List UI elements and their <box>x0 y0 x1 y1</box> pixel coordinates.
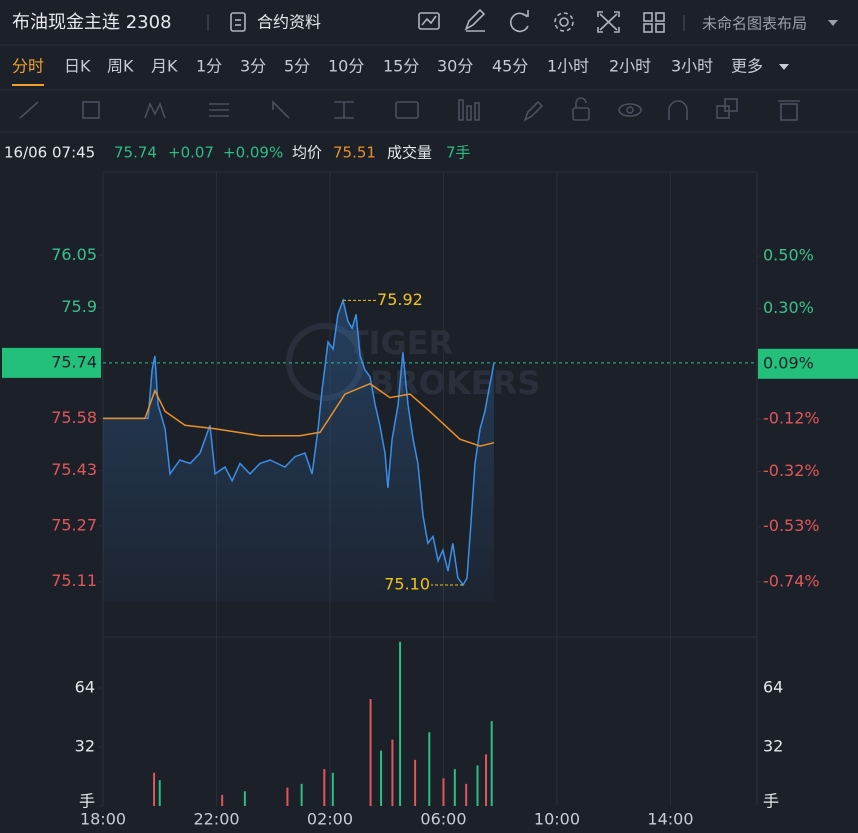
y2-tick-label: -0.74% <box>763 571 820 590</box>
tab[interactable]: 分时 <box>12 57 44 76</box>
volume-tick-label: 64 <box>75 677 95 696</box>
tab[interactable]: 30分 <box>437 57 473 76</box>
info-avg: 75.51 <box>333 144 376 162</box>
tab[interactable]: 1分 <box>196 57 222 76</box>
volume-bar <box>331 772 334 806</box>
volume-bar <box>300 783 303 806</box>
y-tick-label: 75.9 <box>61 297 97 316</box>
volume-tick-label: 手 <box>763 792 779 811</box>
volume-bar <box>380 750 383 806</box>
info-volume-label: 成交量 <box>387 144 432 162</box>
y2-tick-label: -0.53% <box>763 516 820 535</box>
tab[interactable]: 3小时 <box>671 57 713 76</box>
tab[interactable]: 更多 <box>731 57 763 76</box>
volume-bar <box>221 794 224 806</box>
tab[interactable]: 5分 <box>284 57 310 76</box>
y2-tick-label: -0.12% <box>763 408 820 427</box>
info-change: +0.07 <box>168 144 214 162</box>
info-volume: 7手 <box>446 144 471 162</box>
tab[interactable]: 3分 <box>240 57 266 76</box>
volume-bar <box>243 791 246 806</box>
volume-bar <box>153 772 156 806</box>
x-tick-label: 10:00 <box>534 810 580 829</box>
volume-bar <box>442 778 445 806</box>
volume-bar <box>158 780 161 806</box>
tab[interactable]: 周K <box>107 57 134 76</box>
title: 布油现金主连 2308 <box>12 12 172 33</box>
y-tick-label: 75.27 <box>51 515 97 534</box>
tab[interactable]: 2小时 <box>609 57 651 76</box>
settings-icon[interactable] <box>554 12 574 32</box>
volume-tick-label: 32 <box>75 736 95 755</box>
x-tick-label: 22:00 <box>193 810 239 829</box>
y-tick-label: 75.11 <box>51 571 97 590</box>
extreme-label: 75.92 <box>377 290 423 309</box>
refresh-icon[interactable] <box>509 10 529 33</box>
volume-bar <box>453 769 456 806</box>
doc-icon[interactable] <box>230 12 246 32</box>
dropdown-arrow[interactable] <box>828 20 838 26</box>
tab[interactable]: 月K <box>151 57 178 76</box>
volume-tick-label: 手 <box>79 792 95 811</box>
volume-bar <box>391 739 394 806</box>
volume-bar <box>476 765 479 806</box>
volume-bar <box>428 732 431 806</box>
info-change-pct: +0.09% <box>223 144 283 162</box>
y-tick-label: 75.58 <box>51 408 97 427</box>
watermark: TIGER <box>347 324 454 362</box>
volume-bar <box>485 754 488 806</box>
tab-underline <box>12 84 45 86</box>
more-arrow[interactable] <box>779 64 789 70</box>
extreme-label: 75.10 <box>384 574 430 593</box>
y2-tick-label: -0.32% <box>763 461 820 480</box>
avg-line <box>103 382 495 447</box>
draw-icon[interactable] <box>464 8 486 32</box>
volume-bar <box>286 787 289 806</box>
indicator-icon[interactable] <box>418 12 440 30</box>
y2-tick-label: 0.09% <box>763 353 814 372</box>
price-area <box>103 300 494 602</box>
volume-bar <box>414 759 417 806</box>
volume-bar <box>369 698 372 806</box>
layout-name[interactable]: 未命名图表布局 <box>702 15 807 33</box>
tab[interactable]: 日K <box>64 57 91 76</box>
y-tick-label: 75.43 <box>51 460 97 479</box>
tab[interactable]: 10分 <box>328 57 364 76</box>
volume-bar <box>490 721 493 806</box>
info-price: 75.74 <box>114 144 157 162</box>
y2-tick-label: 0.50% <box>763 246 814 265</box>
volume-bar <box>465 783 468 806</box>
volume-tick-label: 32 <box>763 736 783 755</box>
tab[interactable]: 15分 <box>383 57 419 76</box>
layout-icon[interactable] <box>643 12 665 33</box>
price-line <box>103 297 495 587</box>
x-tick-label: 14:00 <box>647 810 693 829</box>
x-tick-label: 06:00 <box>420 810 466 829</box>
y-tick-label: 75.74 <box>51 352 97 371</box>
tab[interactable]: 45分 <box>492 57 528 76</box>
contract-info[interactable]: 合约资料 <box>257 13 321 32</box>
volume-tick-label: 64 <box>763 677 783 696</box>
volume-bar <box>323 769 326 806</box>
tab[interactable]: 1小时 <box>547 57 589 76</box>
info-avg-label: 均价 <box>292 144 322 162</box>
y2-tick-label: 0.30% <box>763 298 814 317</box>
current-price-tag <box>2 347 101 378</box>
current-pct-tag <box>758 348 858 379</box>
volume-bar <box>399 641 402 806</box>
x-tick-label: 02:00 <box>307 810 353 829</box>
tabs: 分时 日K 周K 月K 1分 3分 5分 10分 15分 30分 45分 1小时 2小时 3小时 更多 <box>12 57 789 86</box>
fullscreen-icon[interactable] <box>597 11 620 33</box>
drawing-toolbar <box>19 97 800 122</box>
x-tick-label: 18:00 <box>80 810 126 829</box>
y-tick-label: 76.05 <box>51 245 97 264</box>
info-time: 16/06 07:45 <box>4 144 95 162</box>
